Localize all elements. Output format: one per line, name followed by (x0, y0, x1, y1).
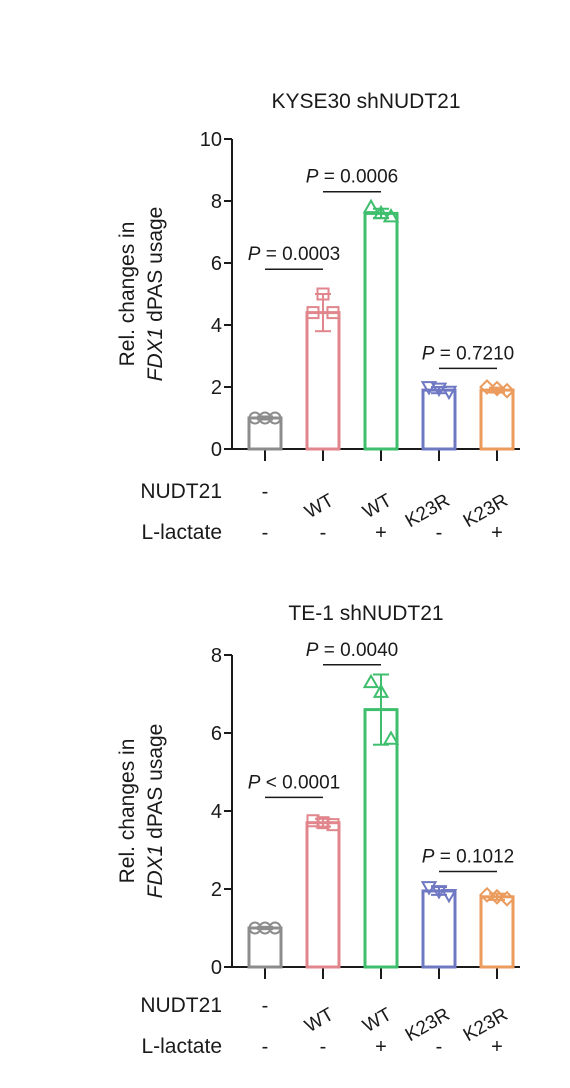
category-label-nudt21: WT (359, 490, 395, 523)
row-label-lactate: L-lactate (141, 1035, 222, 1058)
p-value-label: P = 0.7210 (422, 343, 514, 364)
category-label-lactate: - (262, 1036, 269, 1058)
y-axis-label-line2: dPAS usage (144, 207, 167, 328)
y-axis-label-line1: Rel. changes in (116, 739, 139, 884)
data-point (372, 204, 390, 220)
category-label-lactate: - (436, 1036, 443, 1058)
y-tick-label: 10 (200, 129, 222, 151)
data-point (316, 287, 330, 301)
data-point (430, 382, 448, 398)
p-value-text: < 0.0001 (260, 772, 340, 793)
data-point (268, 411, 282, 425)
data-point (372, 683, 390, 698)
y-tick-label: 0 (211, 439, 222, 461)
category-label-lactate: + (491, 1036, 503, 1058)
p-value-text: = 0.0006 (318, 167, 398, 188)
bar (479, 895, 515, 969)
p-value-symbol: P (422, 343, 435, 364)
y-tick-label: 4 (211, 801, 222, 823)
category-label-nudt21: - (262, 481, 269, 503)
p-value-symbol: P (248, 244, 261, 265)
data-point (499, 890, 515, 907)
category-label-nudt21: - (262, 995, 269, 1017)
y-axis-label: Rel. changes in FDX1 dPAS usage (116, 207, 167, 382)
data-point (326, 818, 340, 832)
category-label-lactate: + (375, 522, 387, 544)
data-point (306, 306, 320, 320)
chart-kyse30: KYSE30 shNUDT21 Rel. changes in FDX1 dPAS … (116, 90, 520, 544)
y-axis-label-line1: Rel. changes in (116, 222, 139, 367)
p-value-symbol: P (248, 772, 261, 793)
bar (421, 388, 457, 451)
y-axis-label-gene: FDX1 (144, 845, 167, 899)
data-point (382, 207, 400, 223)
y-tick-label: 6 (211, 723, 222, 745)
bar (363, 211, 399, 451)
data-point (430, 885, 448, 900)
category-label-lactate: - (320, 1036, 327, 1058)
row-label-nudt21: NUDT21 (140, 480, 222, 503)
p-value-symbol: P (422, 846, 435, 867)
bar (421, 889, 457, 969)
category-label-nudt21: WT (301, 1004, 337, 1037)
y-tick-label: 6 (211, 253, 222, 275)
data-point (489, 380, 505, 397)
row-label-lactate: L-lactate (141, 521, 222, 544)
row-label-nudt21: NUDT21 (140, 994, 222, 1017)
p-value-symbol: P (306, 167, 319, 188)
p-value-label: P = 0.0006 (306, 167, 398, 188)
category-label-lactate: - (320, 522, 327, 544)
y-axis-label: Rel. changes in FDX1 dPAS usage (116, 724, 167, 899)
chart-te1: TE-1 shNUDT21 Rel. changes in FDX1 dPAS us… (116, 602, 520, 1058)
category-label-nudt21: WT (301, 490, 337, 523)
data-point (440, 385, 458, 401)
category-label-lactate: - (436, 522, 443, 544)
category-label-nudt21: K23R (402, 490, 454, 532)
data-point (479, 379, 495, 395)
data-point (420, 381, 438, 396)
p-value-symbol: P (306, 640, 319, 661)
y-tick-label: 0 (211, 957, 222, 979)
data-point (440, 888, 458, 904)
y-tick-label: 8 (211, 645, 222, 667)
bar (305, 821, 341, 969)
y-axis-label-gene: FDX1 (144, 328, 167, 382)
category-label-lactate: + (375, 1036, 387, 1058)
data-point (362, 673, 380, 689)
p-value-label: P = 0.0003 (248, 244, 340, 265)
data-point (479, 886, 495, 903)
category-label-lactate: + (491, 522, 503, 544)
category-label-nudt21: K23R (460, 490, 512, 532)
p-value-label: P = 0.0040 (306, 640, 398, 661)
p-value-text: = 0.0040 (318, 640, 398, 661)
data-point (499, 382, 515, 399)
category-label-lactate: - (262, 522, 269, 544)
chart-title: KYSE30 shNUDT21 (271, 90, 460, 113)
p-value-label: P = 0.1012 (422, 846, 514, 867)
chart-title: TE-1 shNUDT21 (288, 602, 443, 625)
data-point (362, 198, 380, 214)
data-point (326, 306, 340, 320)
data-point (382, 730, 400, 745)
category-label-nudt21: K23R (460, 1004, 512, 1046)
y-tick-label: 2 (211, 377, 222, 399)
p-value-text: = 0.1012 (434, 846, 514, 867)
data-point (420, 881, 438, 896)
p-value-text: = 0.0003 (260, 244, 340, 265)
data-point (489, 888, 505, 905)
y-tick-label: 8 (211, 191, 222, 213)
y-tick-label: 4 (211, 315, 222, 337)
data-point (268, 921, 282, 935)
p-value-text: = 0.7210 (434, 343, 514, 364)
category-label-nudt21: WT (359, 1004, 395, 1037)
p-value-label: P < 0.0001 (248, 772, 340, 793)
bar (305, 311, 341, 451)
y-tick-label: 2 (211, 879, 222, 901)
bar (363, 708, 399, 969)
category-label-nudt21: K23R (402, 1004, 454, 1046)
y-axis-label-line2: dPAS usage (144, 724, 167, 845)
bar (479, 388, 515, 451)
